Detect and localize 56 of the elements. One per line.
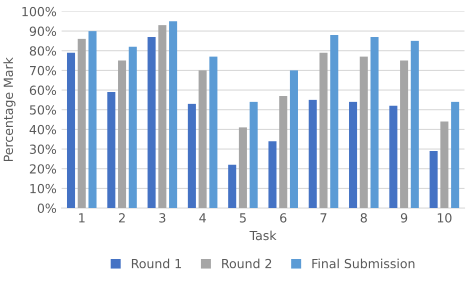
bar <box>169 21 178 208</box>
bar <box>188 104 196 208</box>
bar <box>268 141 276 208</box>
x-tick-label: 9 <box>400 213 408 223</box>
bar <box>330 35 338 208</box>
bar <box>410 40 419 208</box>
bar <box>308 100 317 208</box>
bar <box>209 56 218 208</box>
bar <box>389 106 398 208</box>
y-tick-label: 40% <box>30 124 56 134</box>
bar <box>118 60 126 208</box>
y-tick-label: 80% <box>30 46 56 56</box>
bar <box>400 60 408 208</box>
bar <box>349 102 358 208</box>
y-tick-label: 0% <box>38 204 56 213</box>
y-tick-label: 60% <box>30 86 56 95</box>
y-tick-label: 30% <box>30 144 56 154</box>
bar <box>440 122 448 208</box>
legend-label: Round 1 <box>132 258 182 268</box>
bar <box>66 52 76 208</box>
bar <box>228 164 236 208</box>
bar <box>198 70 207 208</box>
x-axis-title: Task <box>250 230 277 240</box>
y-tick-label: 100% <box>22 6 56 16</box>
bar <box>128 46 137 208</box>
bar <box>279 96 288 208</box>
bar <box>78 38 86 208</box>
x-tick-label: 3 <box>159 213 166 223</box>
y-tick-label: 90% <box>30 26 56 36</box>
x-tick-label: 8 <box>360 213 367 223</box>
bar <box>88 31 97 208</box>
legend-label: Final Submission <box>312 258 414 268</box>
bar <box>319 52 328 208</box>
bar <box>238 127 247 208</box>
legend-label: Round 2 <box>222 258 272 268</box>
bar <box>107 92 116 208</box>
bar <box>158 25 166 208</box>
y-tick-label: 20% <box>30 164 56 174</box>
bar <box>430 151 438 208</box>
x-tick-label: 4 <box>199 213 206 222</box>
x-tick-label: 2 <box>118 213 125 222</box>
bar <box>148 36 156 208</box>
y-tick-label: 50% <box>30 105 56 115</box>
bar <box>370 36 379 208</box>
x-tick-label: 7 <box>320 213 326 222</box>
y-tick-label: 70% <box>30 66 56 76</box>
y-axis-title: Percentage Mark <box>3 57 16 162</box>
x-tick-label: 5 <box>240 213 246 223</box>
x-tick-label: 6 <box>280 213 286 223</box>
bar <box>290 70 298 208</box>
x-tick-label: 1 <box>79 213 85 222</box>
y-tick-label: 10% <box>30 184 56 194</box>
bar <box>250 102 258 208</box>
bar <box>360 56 368 208</box>
bar <box>451 102 460 208</box>
x-tick-label: 10 <box>438 213 452 223</box>
